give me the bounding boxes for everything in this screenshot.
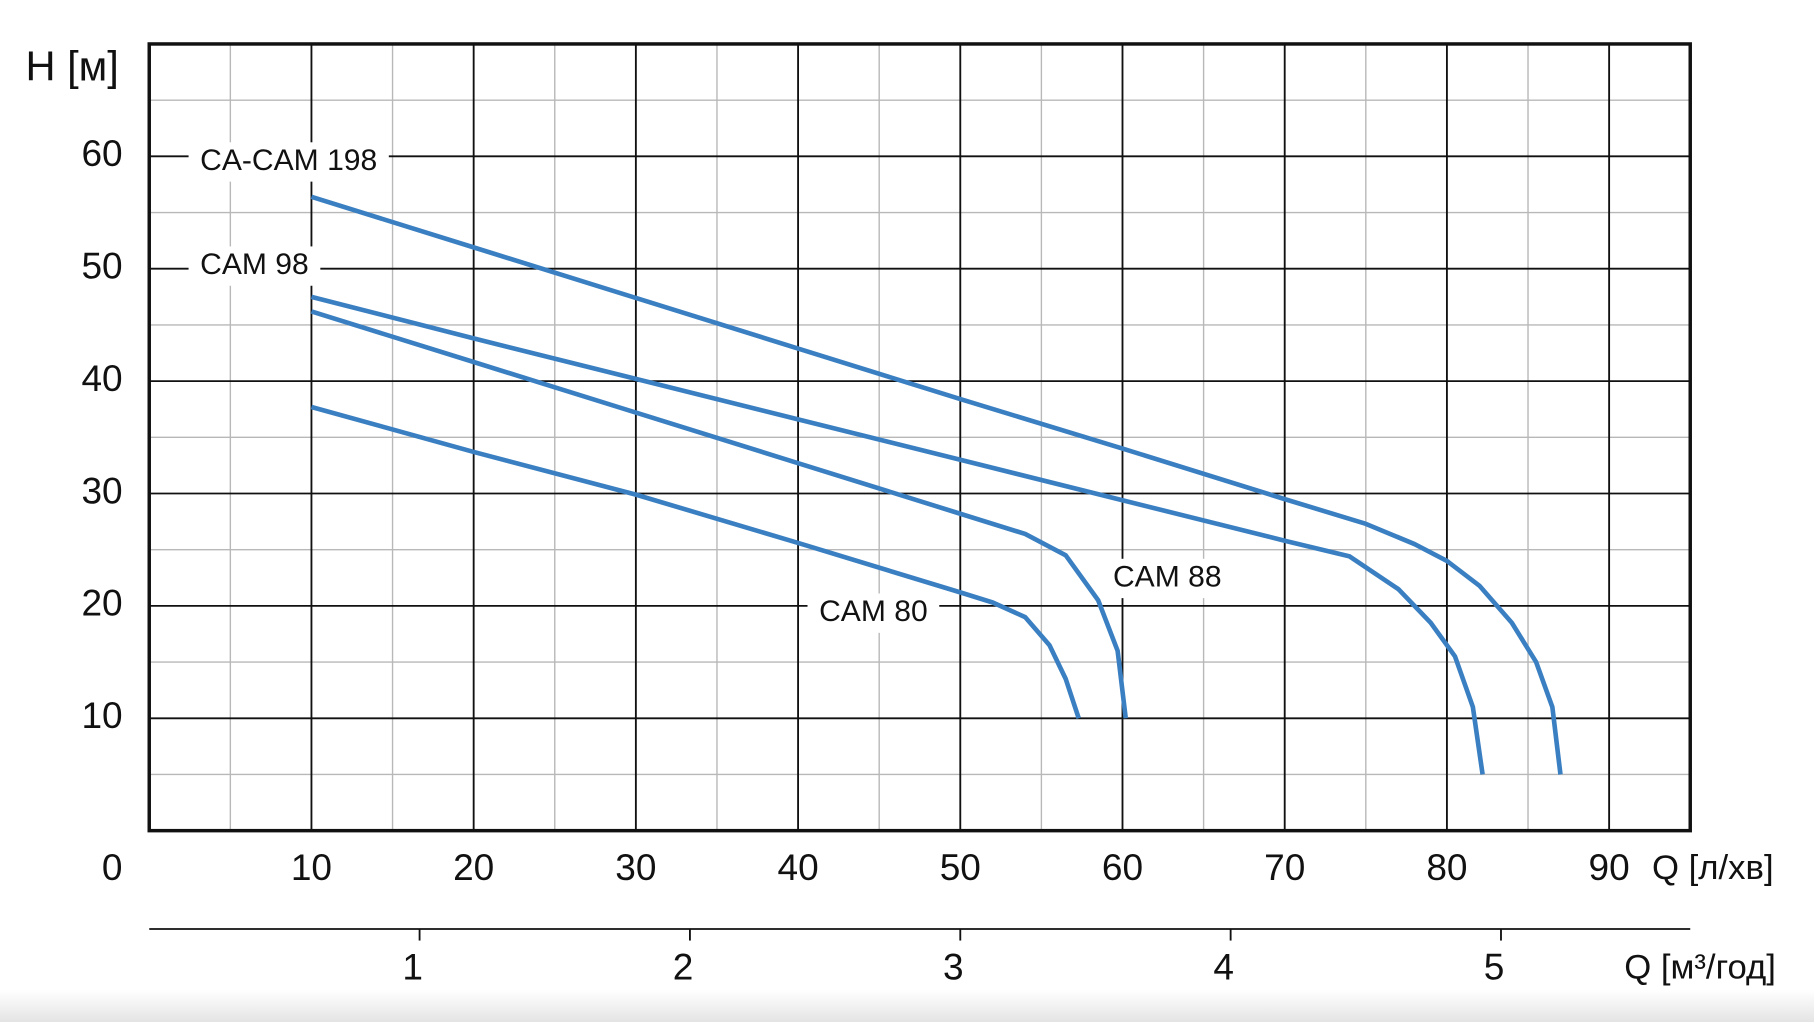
bottom-shade: [0, 990, 1814, 1022]
x2-axis-label: Q [м³/год]: [1624, 949, 1776, 987]
x-tick-label: 90: [1589, 846, 1630, 888]
x-tick-label: 80: [1426, 846, 1467, 888]
y-tick-label: 60: [81, 132, 122, 174]
curve-label: CA-CAM 198: [200, 144, 377, 177]
curve: [310, 294, 1485, 775]
y-tick-label: 10: [81, 694, 122, 736]
label-background: [188, 246, 321, 286]
y-axis-label: H [м]: [25, 42, 118, 89]
label-background: [1101, 558, 1234, 599]
curve-label: CAM 80: [819, 595, 928, 628]
plot-frame: [147, 42, 1692, 833]
curve-label: CAM 98: [200, 248, 309, 281]
x-tick-label: 70: [1264, 846, 1305, 888]
label-background: [807, 593, 940, 633]
y-tick-label: 30: [81, 469, 122, 511]
x-tick-label: 0: [102, 846, 123, 888]
x-tick-label: 30: [615, 846, 656, 888]
curve-label: CAM 88: [1113, 560, 1222, 593]
x-axis-label: Q [л/хв]: [1652, 849, 1774, 887]
x2-tick-label: 4: [1213, 945, 1234, 987]
x-tick-label: 40: [777, 846, 818, 888]
x2-tick-label: 5: [1484, 945, 1505, 987]
curve: [310, 404, 1081, 719]
curve: [310, 309, 1129, 719]
x-tick-label: 20: [453, 846, 494, 888]
y-tick-label: 20: [81, 582, 122, 624]
plot-group: H [м] Q [л/хв] Q [м³/год] 10 20 30 40 50 60 0 1…: [25, 42, 1776, 987]
x-tick-label: 60: [1102, 846, 1143, 888]
x2-tick-label: 1: [402, 945, 423, 987]
y-tick-label: 50: [81, 245, 122, 287]
x2-tick-label: 2: [673, 945, 694, 987]
label-background: [188, 142, 389, 182]
x2-tick-label: 3: [943, 945, 964, 987]
y-tick-label: 40: [81, 357, 122, 399]
x-tick-label: 50: [940, 846, 981, 888]
curve: [310, 194, 1563, 775]
x-tick-label: 10: [291, 846, 332, 888]
